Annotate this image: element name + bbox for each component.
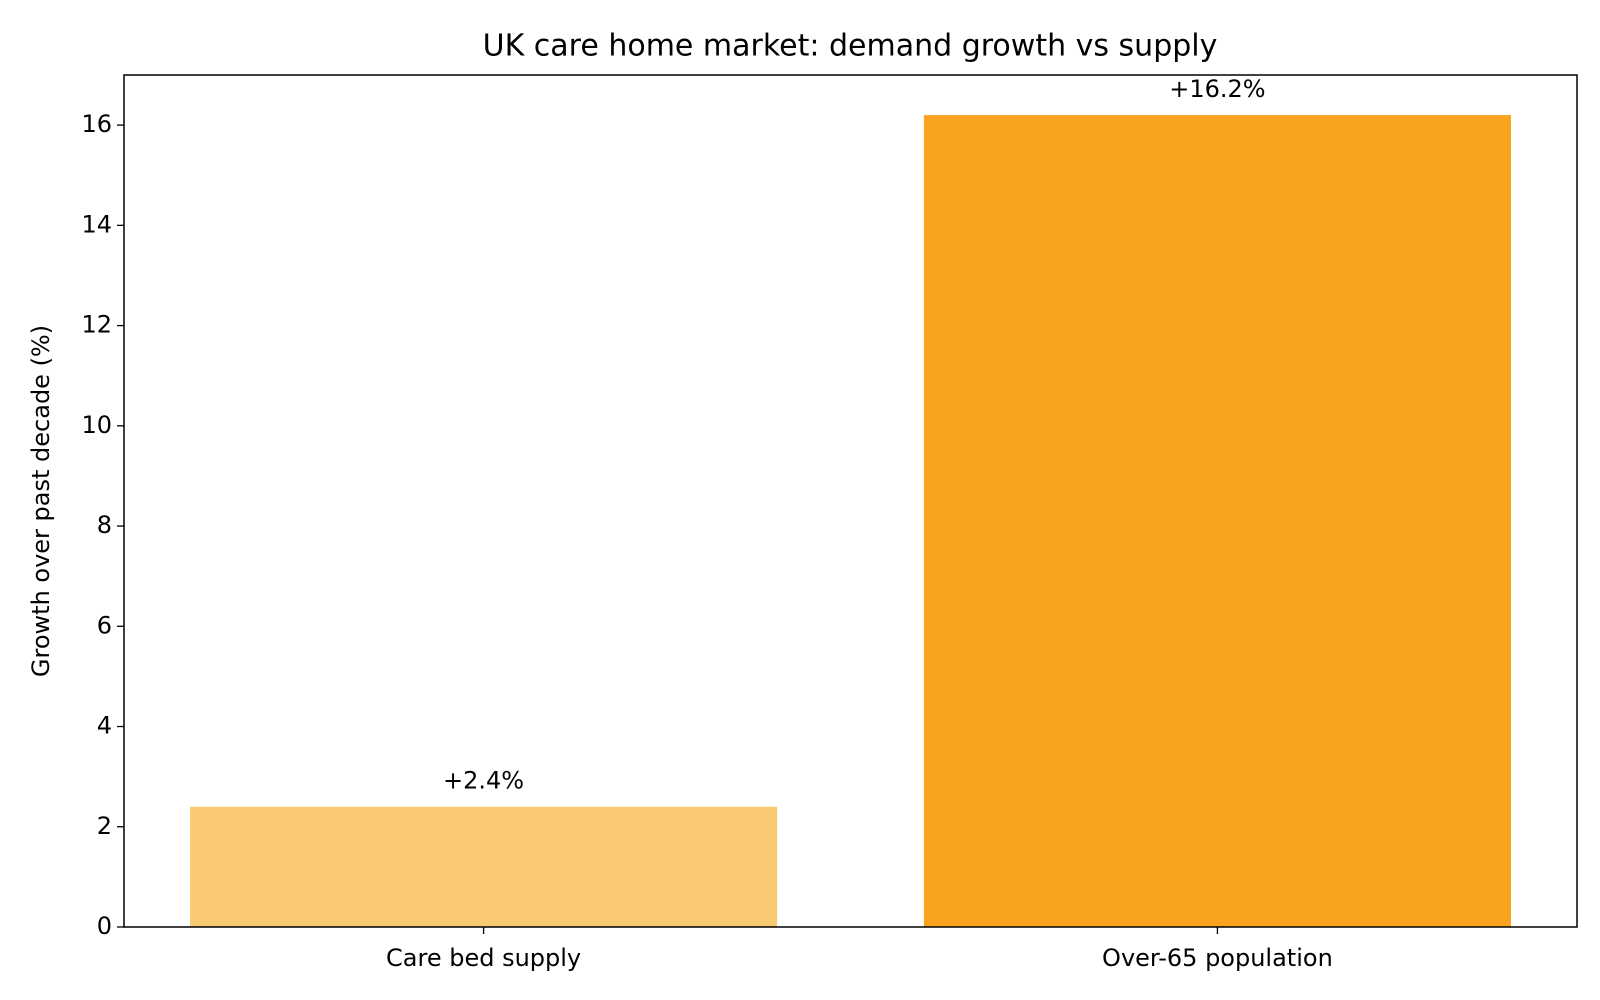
y-tick-label: 12	[81, 311, 112, 339]
y-tick-label: 4	[97, 712, 112, 740]
value-label: +16.2%	[1169, 75, 1265, 103]
bar	[923, 115, 1511, 927]
plot-frame	[123, 74, 1578, 928]
y-tick-label: 2	[97, 812, 112, 840]
y-tick-label: 14	[81, 210, 112, 238]
y-axis-label: Growth over past decade (%)	[27, 325, 55, 677]
value-label: +2.4%	[443, 767, 524, 795]
y-tick-label: 0	[97, 912, 112, 940]
bar	[190, 806, 778, 927]
x-tick-label: Care bed supply	[386, 944, 581, 972]
y-tick-label: 10	[81, 411, 112, 439]
y-tick-label: 16	[81, 110, 112, 138]
chart-title: UK care home market: demand growth vs su…	[483, 29, 1218, 64]
y-tick-label: 8	[97, 511, 112, 539]
y-tick-label: 6	[97, 611, 112, 639]
x-tick-label: Over-65 population	[1102, 944, 1333, 972]
